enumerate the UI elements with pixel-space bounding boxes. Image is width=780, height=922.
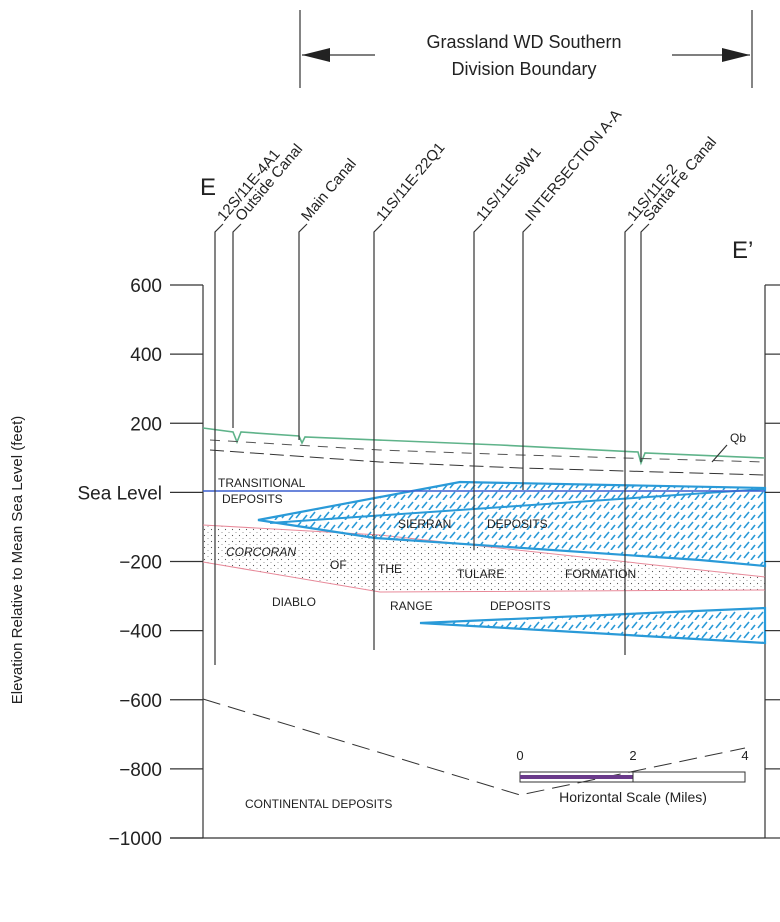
- well-line: [299, 224, 307, 440]
- unit-label: DEPOSITS: [490, 599, 551, 613]
- unit-label: SIERRAN: [398, 517, 451, 531]
- well-line: [523, 224, 531, 490]
- section-end: E: [200, 174, 216, 201]
- unit-label: DEPOSITS: [487, 517, 548, 531]
- unit-label: CONTINENTAL DEPOSITS: [245, 797, 392, 811]
- y-tick-label: −1000: [109, 829, 162, 850]
- unit-label: TULARE: [457, 567, 504, 581]
- scale-title: Horizontal Scale (Miles): [559, 789, 707, 805]
- y-axis-title: Elevation Relative to Mean Sea Level (fe…: [9, 416, 26, 705]
- cross-section: Grassland WD Southern Division Boundary …: [0, 0, 780, 922]
- unit-label: Qb: [730, 431, 746, 445]
- unit-label: CORCORAN: [226, 545, 296, 559]
- scale-label: 4: [741, 748, 748, 763]
- y-tick-label: 200: [130, 414, 162, 435]
- y-tick-label: −200: [119, 553, 162, 574]
- y-tick-label: Sea Level: [77, 483, 162, 504]
- y-tick-label: 400: [130, 345, 162, 366]
- y-tick-label: −600: [119, 691, 162, 712]
- unit-label: DEPOSITS: [222, 492, 283, 506]
- well-label: Main Canal: [298, 156, 360, 225]
- well-label: INTERSECTION A-A: [522, 106, 625, 224]
- unit-label: RANGE: [390, 599, 433, 613]
- unit-label: TRANSITIONAL: [218, 476, 306, 490]
- unit-label: DIABLO: [272, 595, 316, 609]
- scale-label: 0: [516, 748, 523, 763]
- well-line: [641, 224, 649, 462]
- unit-label: THE: [378, 562, 402, 576]
- well-line: [233, 224, 241, 428]
- header-title: Grassland WD Southern: [426, 32, 621, 52]
- y-tick-label: −400: [119, 622, 162, 643]
- boundary-header: Grassland WD Southern Division Boundary: [300, 10, 752, 88]
- header-title: Division Boundary: [451, 59, 596, 79]
- scale-bar: [520, 772, 745, 782]
- well-line: [215, 224, 223, 665]
- y-tick-label: −800: [119, 760, 162, 781]
- unit-label: OF: [330, 558, 347, 572]
- section-end: E’: [732, 237, 753, 264]
- y-tick-label: 600: [130, 276, 162, 297]
- scale-label: 2: [629, 748, 636, 763]
- well-label: 11S/11E-22Q1: [373, 139, 448, 224]
